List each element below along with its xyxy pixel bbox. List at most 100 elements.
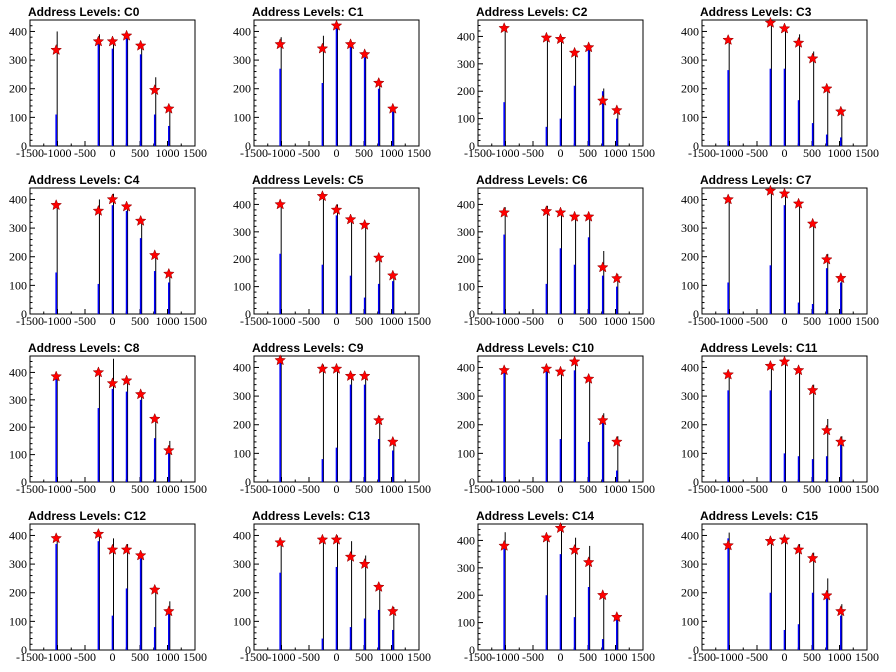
chart-panel-5: 0 100 200 300 400 -1500 -1000 -500 0 500 1000 1500 A… <box>224 168 448 336</box>
x-tick-label: 500 <box>803 650 821 664</box>
peak-marker <box>344 369 357 382</box>
y-tick-label: 200 <box>9 586 27 600</box>
chart-panel-3: 0 100 200 300 400 -1500 -1000 -500 0 500 1000 1500 A… <box>672 0 896 168</box>
peak-marker <box>358 369 371 382</box>
y-tick-label: 200 <box>9 420 27 434</box>
x-tick-label: 500 <box>355 146 373 160</box>
y-tick-label: 200 <box>457 418 475 432</box>
peak-marker <box>134 214 147 226</box>
chart-panel-2: 0 100 200 300 400 -1500 -1000 -500 0 500 1000 1500 A… <box>448 0 672 168</box>
y-tick-label: 0 <box>21 307 27 321</box>
y-tick-label: 100 <box>457 616 475 630</box>
peak-marker <box>358 557 371 570</box>
y-tick-label: 400 <box>457 533 475 547</box>
y-tick-label: 200 <box>681 418 699 432</box>
y-tick-label: 100 <box>233 446 251 460</box>
peak-marker <box>92 366 105 378</box>
peak-marker <box>792 543 805 555</box>
y-tick-label: 0 <box>21 475 27 489</box>
x-tick-label: -1000 <box>44 146 72 160</box>
y-tick-label: 300 <box>233 389 251 403</box>
chart-title: Address Levels: C3 <box>700 5 812 19</box>
peak-marker <box>820 424 833 436</box>
y-tick-label: 300 <box>457 561 475 575</box>
y-tick-label: 100 <box>457 112 475 126</box>
peak-marker <box>92 35 105 47</box>
x-tick-label: 1000 <box>828 482 852 496</box>
peak-marker <box>764 184 777 196</box>
peak-marker <box>820 589 833 601</box>
chart-panel-15: 0 100 200 300 400 -1500 -1000 -500 0 500 1000 1500 A… <box>672 504 896 672</box>
y-tick-label: 200 <box>233 252 251 266</box>
chart-svg: 0 100 200 300 400 -1500 -1000 -500 0 500 1000 1500 <box>457 19 655 160</box>
x-tick-label: 500 <box>579 314 597 328</box>
y-tick-label: 200 <box>233 82 251 96</box>
chart-svg: 0 100 200 300 400 -1500 -1000 -500 0 500 1000 1500 <box>233 19 431 160</box>
peak-marker <box>148 412 161 424</box>
chart-svg: 0 100 200 300 400 -1500 -1000 -500 0 500 1000 1500 <box>9 523 207 664</box>
peak-marker <box>344 213 357 225</box>
x-tick-label: -1500 <box>240 482 268 496</box>
x-tick-label: 1500 <box>407 650 431 664</box>
x-tick-label: 1500 <box>183 650 207 664</box>
peak-marker <box>50 370 63 382</box>
y-tick-label: 0 <box>693 643 699 657</box>
y-tick-label: 300 <box>9 393 27 407</box>
peak-marker <box>120 200 133 212</box>
x-tick-label: -500 <box>746 146 768 160</box>
x-tick-label: -500 <box>298 482 320 496</box>
x-tick-label: 1000 <box>380 482 404 496</box>
y-tick-label: 300 <box>681 53 699 67</box>
x-tick-label: -1000 <box>716 314 744 328</box>
x-tick-label: 1000 <box>380 650 404 664</box>
x-tick-label: 1500 <box>855 146 879 160</box>
peak-marker <box>596 94 609 106</box>
x-tick-label: 500 <box>579 650 597 664</box>
x-tick-label: 0 <box>334 650 340 664</box>
x-tick-label: -1000 <box>492 146 520 160</box>
x-tick-label: -1500 <box>688 650 716 664</box>
peak-marker <box>806 552 819 564</box>
y-tick-label: 0 <box>469 475 475 489</box>
y-tick-label: 200 <box>681 586 699 600</box>
y-tick-label: 300 <box>233 557 251 571</box>
x-tick-label: -1500 <box>464 146 492 160</box>
y-tick-label: 300 <box>681 389 699 403</box>
peak-marker <box>386 435 399 447</box>
chart-svg: 0 100 200 300 400 -1500 -1000 -500 0 500 1000 1500 <box>9 19 207 160</box>
peak-marker <box>610 435 623 447</box>
x-tick-label: 1500 <box>855 650 879 664</box>
chart-panel-14: 0 100 200 300 400 -1500 -1000 -500 0 500 1000 1500 A… <box>448 504 672 672</box>
peak-marker <box>554 206 567 218</box>
chart-svg: 0 100 200 300 400 -1500 -1000 -500 0 500 1000 1500 <box>681 355 879 496</box>
x-tick-label: 500 <box>579 482 597 496</box>
peak-marker <box>498 539 511 551</box>
x-tick-label: -1000 <box>716 146 744 160</box>
y-tick-label: 400 <box>681 360 699 374</box>
x-tick-label: 0 <box>782 650 788 664</box>
chart-svg: 0 100 200 300 400 -1500 -1000 -500 0 500 1000 1500 <box>9 187 207 328</box>
y-tick-label: 0 <box>693 139 699 153</box>
y-tick-label: 100 <box>457 446 475 460</box>
y-tick-label: 0 <box>21 643 27 657</box>
peak-marker <box>162 444 175 456</box>
chart-svg: 0 100 200 300 400 -1500 -1000 -500 0 500 1000 1500 <box>457 521 655 664</box>
x-tick-label: 1500 <box>407 482 431 496</box>
peak-marker <box>358 48 371 60</box>
peak-marker <box>554 365 567 377</box>
y-tick-label: 0 <box>21 139 27 153</box>
peak-marker <box>372 76 385 88</box>
y-tick-label: 200 <box>457 84 475 98</box>
chart-panel-1: 0 100 200 300 400 -1500 -1000 -500 0 500 1000 1500 A… <box>224 0 448 168</box>
peak-marker <box>274 354 287 366</box>
chart-svg: 0 100 200 300 400 -1500 -1000 -500 0 500 1000 1500 <box>233 187 431 328</box>
y-tick-label: 0 <box>245 643 251 657</box>
peak-marker <box>540 205 553 217</box>
x-tick-label: 1000 <box>604 314 628 328</box>
chart-svg: 0 100 200 300 400 -1500 -1000 -500 0 500 1000 1500 <box>681 184 879 328</box>
peak-marker <box>316 362 329 374</box>
peak-marker <box>820 253 833 265</box>
y-tick-label: 100 <box>9 448 27 462</box>
y-tick-label: 400 <box>681 24 699 38</box>
peak-marker <box>540 531 553 543</box>
